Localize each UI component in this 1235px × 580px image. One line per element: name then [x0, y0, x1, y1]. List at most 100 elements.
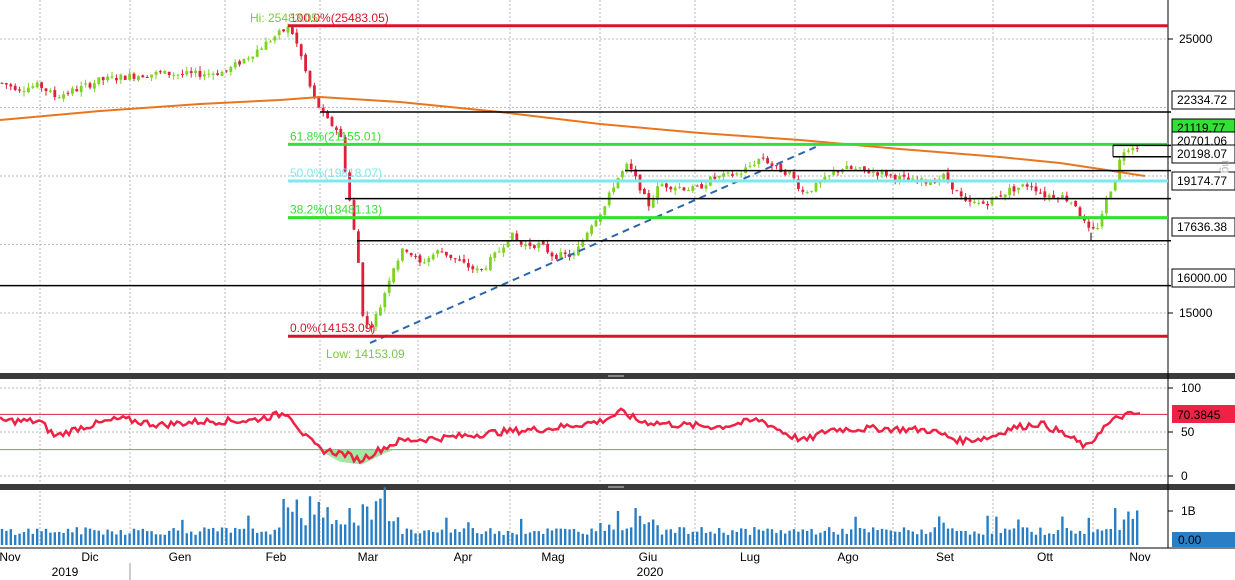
candle: [1100, 210, 1104, 230]
volume-bar: [216, 531, 219, 545]
volume-bar: [119, 530, 122, 545]
candle: [88, 81, 92, 90]
volume-bar: [581, 533, 584, 545]
candle: [5, 82, 8, 89]
candle-body: [836, 171, 840, 173]
x-tick-label: Apr: [454, 550, 473, 564]
candle: [57, 94, 61, 99]
candle-body: [687, 190, 690, 192]
candle-body: [370, 325, 373, 328]
candle-body: [1127, 150, 1130, 152]
volume-bar: [49, 532, 52, 545]
volume-bar: [286, 507, 290, 545]
volume-bar: [836, 534, 840, 545]
candle: [889, 173, 893, 179]
volume-bar: [713, 533, 716, 545]
candle: [123, 75, 127, 81]
candle: [533, 244, 536, 250]
candle: [845, 161, 849, 170]
candle-body: [590, 225, 593, 234]
volume-bar: [1087, 517, 1090, 545]
candle: [1127, 148, 1130, 154]
candle: [497, 247, 501, 253]
volume-bar: [317, 501, 320, 545]
candle-body: [502, 247, 505, 253]
candle-body: [339, 128, 343, 138]
candle-body: [735, 173, 739, 175]
candle: [440, 247, 444, 253]
candle-body: [691, 186, 695, 192]
candle: [35, 80, 39, 89]
candle-body: [106, 76, 109, 81]
volume-bar: [1136, 510, 1139, 545]
candle: [277, 28, 281, 40]
candle-body: [229, 66, 233, 72]
candle-body: [242, 58, 246, 64]
volume-bar: [304, 525, 307, 545]
y-tick-label: 1B: [1181, 504, 1196, 518]
candle-body: [57, 97, 61, 99]
candle-body: [84, 83, 87, 85]
candle-body: [867, 171, 871, 174]
x-tick-label: Gen: [169, 550, 192, 564]
candle-body: [669, 186, 673, 190]
candle: [849, 164, 853, 170]
volume-bar: [982, 534, 985, 545]
candle-body: [519, 241, 523, 245]
candle-body: [572, 253, 576, 256]
volume-bar: [748, 534, 752, 545]
candle-body: [189, 71, 193, 74]
candle-body: [405, 249, 409, 252]
candle-body: [739, 173, 743, 175]
candle: [255, 45, 259, 58]
volume-bar: [511, 532, 514, 545]
volume-bar: [960, 530, 963, 545]
candle: [475, 265, 479, 274]
candle-body: [220, 71, 224, 76]
volume-bar: [951, 528, 954, 545]
volume-bar: [964, 530, 967, 545]
x-tick-label: Mag: [541, 550, 564, 564]
volume-bar: [137, 530, 140, 545]
level-price-box: [1171, 268, 1235, 288]
candle: [506, 240, 510, 248]
volume-bar: [744, 528, 747, 545]
candle-body: [1030, 186, 1033, 188]
candle-body: [1017, 187, 1020, 190]
candle: [1030, 182, 1033, 191]
candle: [735, 171, 739, 176]
candle-body: [304, 54, 307, 72]
volume-bar: [225, 528, 228, 545]
rsi-value-label: 70.3845: [1177, 408, 1221, 422]
candle: [704, 182, 708, 192]
candle: [132, 72, 136, 82]
candle: [154, 70, 158, 80]
candle-body: [942, 174, 945, 179]
candle-body: [858, 167, 862, 169]
volume-bar: [995, 516, 998, 545]
volume-bar: [238, 529, 241, 545]
candle: [581, 238, 585, 248]
candle-body: [801, 189, 805, 192]
candle: [511, 232, 514, 242]
volume-bar: [876, 530, 879, 545]
volume-bar: [726, 534, 730, 545]
candle: [357, 229, 360, 263]
volume-bar: [379, 498, 382, 545]
candle-body: [563, 252, 567, 255]
x-tick-label: Nov: [1129, 550, 1150, 564]
candle: [119, 73, 123, 84]
volume-bar: [806, 530, 809, 545]
candle-body: [49, 90, 52, 92]
volume-bar: [845, 533, 848, 545]
candle-body: [172, 74, 175, 76]
year-label: 2020: [637, 565, 664, 579]
candle-body: [849, 166, 853, 170]
candle: [449, 254, 453, 261]
candle-body: [418, 255, 422, 263]
candle: [229, 65, 233, 76]
candle-body: [700, 184, 703, 189]
candle-body: [163, 70, 167, 74]
candle-body: [515, 233, 519, 241]
candle-body: [1034, 186, 1038, 192]
